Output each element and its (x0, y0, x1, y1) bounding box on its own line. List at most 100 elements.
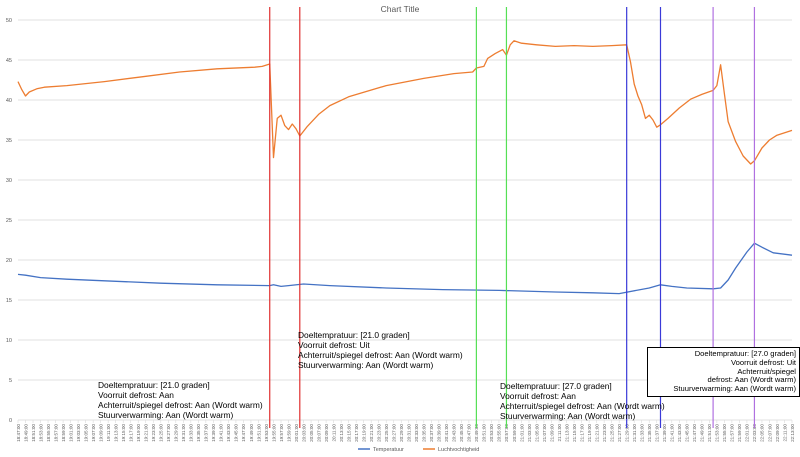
legend-label-luchtvochtigheid: Luchtvochtigheid (438, 447, 479, 453)
y-tick-label-15: 15 (6, 298, 12, 304)
annotation-4-line-3: Achterruit/spiegel (737, 366, 796, 376)
x-tick-label: 19:15:00 (121, 424, 126, 442)
x-tick-label: 19:07:00 (91, 424, 96, 442)
x-tick-label: 20:15:00 (346, 424, 351, 442)
x-tick-label: 21:43:00 (677, 424, 682, 442)
x-tick-label: 20:19:00 (361, 424, 366, 442)
x-tick-label: 19:11:00 (106, 424, 111, 442)
x-tick-label: 21:05:00 (534, 424, 539, 442)
x-tick-label: 20:31:00 (407, 424, 412, 442)
x-tick-label: 20:57:00 (504, 424, 509, 442)
annotation-4-box: Doeltempratuur: [27.0 graden] Voorruit d… (647, 347, 800, 397)
x-tick-label: 21:55:00 (722, 424, 727, 442)
x-tick-label: 19:09:00 (98, 424, 103, 442)
x-tick-label: 19:53:00 (264, 424, 269, 442)
annotation-2-line-2: Voorruit defrost: Uit (298, 340, 370, 350)
y-tick-label-50: 50 (6, 18, 12, 24)
y-tick-label-10: 10 (6, 338, 12, 344)
x-tick-label: 22:13:00 (790, 424, 795, 442)
x-tick-label: 21:25:00 (609, 424, 614, 442)
x-tick-label: 19:49:00 (249, 424, 254, 442)
y-tick-label-5: 5 (9, 378, 12, 384)
x-tick-label: 21:53:00 (715, 424, 720, 442)
x-tick-label: 19:05:00 (83, 424, 88, 442)
x-tick-label: 19:01:00 (68, 424, 73, 442)
y-tick-label-25: 25 (6, 218, 12, 224)
x-tick-label: 21:17:00 (579, 424, 584, 442)
annotation-3: Doeltempratuur: [27.0 graden] Voorruit d… (500, 381, 665, 421)
x-tick-label: 21:51:00 (707, 424, 712, 442)
x-tick-label: 21:39:00 (662, 424, 667, 442)
annotation-2-line-3: Achterruit/spiegel defrost: Aan (Wordt w… (298, 350, 463, 360)
x-tick-label: 19:03:00 (76, 424, 81, 442)
x-tick-label: 19:37:00 (204, 424, 209, 442)
x-tick-label: 22:09:00 (775, 424, 780, 442)
x-tick-label: 21:11:00 (557, 424, 562, 442)
annotation-1: Doeltempratuur: [21.0 graden] Voorruit d… (98, 380, 263, 420)
x-tick-label: 20:41:00 (444, 424, 449, 442)
x-tick-label: 22:11:00 (782, 424, 787, 442)
x-tick-label: 19:29:00 (174, 424, 179, 442)
x-tick-label: 21:45:00 (685, 424, 690, 442)
x-tick-label: 20:55:00 (497, 424, 502, 442)
x-tick-label: 19:31:00 (181, 424, 186, 442)
annotation-1-line-1: Doeltempratuur: [21.0 graden] (98, 380, 210, 390)
x-tick-label: 21:09:00 (549, 424, 554, 442)
x-tick-label: 19:33:00 (189, 424, 194, 442)
x-tick-label: 20:39:00 (437, 424, 442, 442)
x-tick-label: 19:59:00 (286, 424, 291, 442)
x-tick-label: 21:35:00 (647, 424, 652, 442)
series-line-temperatuur (17, 242, 793, 295)
x-tick-label: 19:21:00 (144, 424, 149, 442)
x-tick-label: 21:21:00 (594, 424, 599, 442)
x-tick-label: 21:27:00 (617, 424, 622, 442)
x-axis: 18:47:00 18:49:00 18:51:00 18:53:00 18:55:00… (16, 420, 795, 442)
annotation-3-line-2: Voorruit defrost: Aan (500, 391, 576, 401)
y-tick-label-0: 0 (9, 418, 12, 424)
x-tick-label: 21:07:00 (542, 424, 547, 442)
x-tick-label: 21:59:00 (737, 424, 742, 442)
x-tick-label: 21:23:00 (602, 424, 607, 442)
x-tick-label: 19:35:00 (196, 424, 201, 442)
annotation-4-line-5: Stuurverwarming: Aan (Wordt warm) (673, 384, 796, 394)
x-tick-label: 21:29:00 (624, 424, 629, 442)
series (17, 40, 793, 295)
x-tick-label: 20:01:00 (294, 424, 299, 442)
x-tick-label: 19:45:00 (234, 424, 239, 442)
annotation-2-line-4: Stuurverwarming: Aan (Wordt warm) (298, 360, 434, 370)
x-tick-label: 22:07:00 (767, 424, 772, 442)
annotation-2: Doeltempratuur: [21.0 graden] Voorruit d… (298, 330, 463, 370)
x-tick-label: 20:49:00 (474, 424, 479, 442)
x-tick-label: 18:55:00 (46, 424, 51, 442)
x-tick-label: 20:45:00 (459, 424, 464, 442)
x-tick-label: 19:25:00 (159, 424, 164, 442)
x-tick-label: 19:27:00 (166, 424, 171, 442)
x-tick-label: 20:35:00 (422, 424, 427, 442)
annotation-3-line-3: Achterruit/spiegel defrost: Aan (Wordt w… (500, 401, 665, 411)
x-tick-label: 22:03:00 (752, 424, 757, 442)
x-tick-label: 21:19:00 (587, 424, 592, 442)
x-tick-label: 19:51:00 (256, 424, 261, 442)
x-tick-label: 19:13:00 (113, 424, 118, 442)
x-tick-label: 21:41:00 (670, 424, 675, 442)
annotation-3-line-4: Stuurverwarming: Aan (Wordt warm) (500, 411, 636, 421)
annotation-1-line-2: Voorruit defrost: Aan (98, 390, 174, 400)
series-line-luchtvochtigheid (17, 40, 793, 165)
x-tick-label: 19:57:00 (279, 424, 284, 442)
x-tick-label: 20:33:00 (414, 424, 419, 442)
annotation-3-line-1: Doeltempratuur: [27.0 graden] (500, 381, 612, 391)
x-tick-label: 20:03:00 (301, 424, 306, 442)
x-tick-label: 18:59:00 (61, 424, 66, 442)
x-tick-label: 18:53:00 (38, 424, 43, 442)
legend: Temperatuur Luchtvochtigheid (358, 447, 479, 453)
x-tick-label: 18:57:00 (53, 424, 58, 442)
x-tick-label: 21:15:00 (572, 424, 577, 442)
y-tick-label-40: 40 (6, 98, 12, 104)
y-tick-label-30: 30 (6, 178, 12, 184)
x-tick-label: 20:47:00 (467, 424, 472, 442)
y-tick-label-35: 35 (6, 138, 12, 144)
annotation-4-line-4: defrost: Aan (Wordt warm) (707, 375, 796, 385)
x-tick-label: 21:49:00 (700, 424, 705, 442)
x-tick-label: 20:59:00 (512, 424, 517, 442)
x-tick-label: 20:25:00 (384, 424, 389, 442)
